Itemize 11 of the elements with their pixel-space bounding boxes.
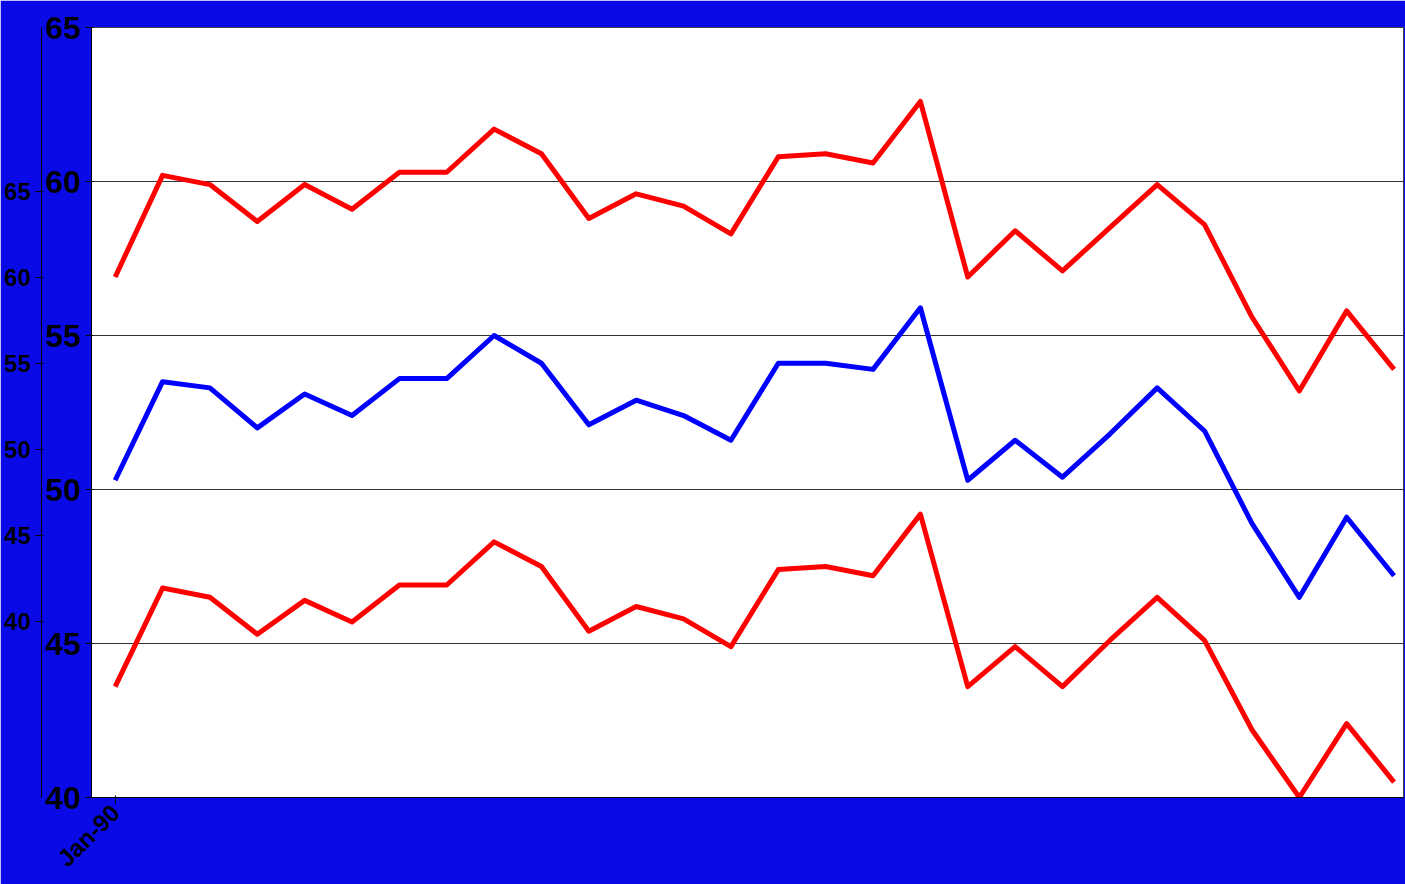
y-tick-label: 45 [44, 625, 81, 662]
y-tick-label: 60 [44, 163, 81, 200]
y2-tick-label: 50 [3, 436, 31, 464]
y2-tick-label: 40 [3, 608, 31, 636]
y2-tick-label: 60 [3, 263, 31, 291]
y-tick-label: 50 [44, 471, 81, 508]
y2-tick-label: 55 [3, 349, 31, 377]
y-tick-label: 65 [44, 9, 81, 46]
y2-tick-label: 45 [3, 522, 31, 550]
y2-tick-label: 65 [3, 177, 31, 205]
y-tick-label: 55 [44, 317, 81, 354]
